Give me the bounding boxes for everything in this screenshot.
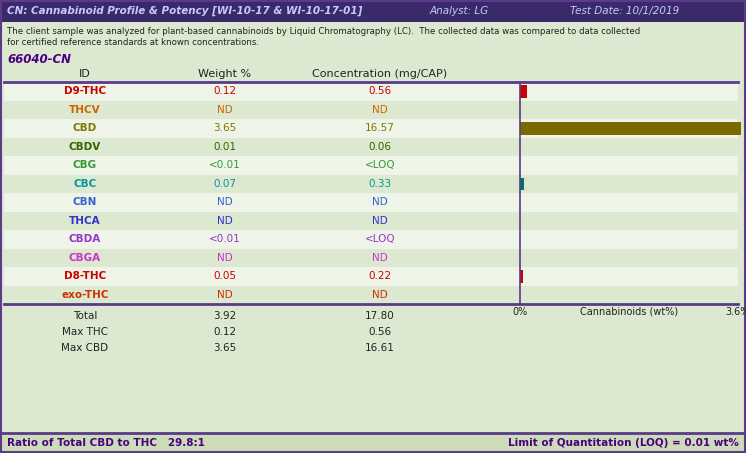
Text: ND: ND — [217, 197, 233, 207]
Text: 0.33: 0.33 — [369, 179, 392, 189]
Text: 0.07: 0.07 — [213, 179, 236, 189]
Text: CBC: CBC — [73, 179, 97, 189]
Bar — [4, 82, 738, 101]
Bar — [0, 433, 746, 453]
Text: CN: Cannabinoid Profile & Potency [WI-10-17 & WI-10-17-01]: CN: Cannabinoid Profile & Potency [WI-10… — [7, 6, 363, 16]
Text: CBN: CBN — [73, 197, 97, 207]
Text: ND: ND — [217, 253, 233, 263]
Text: <0.01: <0.01 — [209, 234, 241, 244]
Text: 66040-CN: 66040-CN — [7, 53, 71, 66]
Text: D9-THC: D9-THC — [64, 86, 106, 96]
Text: ND: ND — [372, 197, 388, 207]
Text: CBDA: CBDA — [69, 234, 101, 244]
Text: Analyst: LG: Analyst: LG — [430, 6, 489, 16]
Text: 0.06: 0.06 — [369, 142, 392, 152]
Text: ID: ID — [79, 69, 91, 79]
Bar — [4, 156, 738, 174]
Text: 0.22: 0.22 — [369, 271, 392, 281]
Text: THCA: THCA — [69, 216, 101, 226]
Text: 0.05: 0.05 — [213, 271, 236, 281]
Text: 16.61: 16.61 — [365, 343, 395, 353]
Text: <LOQ: <LOQ — [365, 234, 395, 244]
Text: 0.01: 0.01 — [213, 142, 236, 152]
Text: 16.57: 16.57 — [365, 123, 395, 133]
Text: for certified reference standards at known concentrations.: for certified reference standards at kno… — [7, 38, 259, 47]
Bar — [4, 285, 738, 304]
Text: D8-THC: D8-THC — [64, 271, 106, 281]
Text: CBD: CBD — [73, 123, 97, 133]
Text: 0.56: 0.56 — [369, 86, 392, 96]
Bar — [4, 267, 738, 285]
Text: 3.65: 3.65 — [213, 123, 236, 133]
Text: 0.56: 0.56 — [369, 327, 392, 337]
Text: Max THC: Max THC — [62, 327, 108, 337]
Text: CBG: CBG — [73, 160, 97, 170]
Text: CBDV: CBDV — [69, 142, 101, 152]
Bar — [4, 101, 738, 119]
Text: 3.6%: 3.6% — [726, 307, 746, 317]
Text: 0%: 0% — [513, 307, 527, 317]
Bar — [4, 119, 738, 138]
Text: ND: ND — [372, 216, 388, 226]
Text: Total: Total — [73, 311, 97, 321]
Text: THCV: THCV — [69, 105, 101, 115]
Bar — [520, 122, 741, 135]
Text: 3.92: 3.92 — [213, 311, 236, 321]
Text: ND: ND — [217, 105, 233, 115]
Text: Max CBD: Max CBD — [61, 343, 109, 353]
Text: <LOQ: <LOQ — [365, 160, 395, 170]
Text: 3.65: 3.65 — [213, 343, 236, 353]
Text: ND: ND — [217, 290, 233, 300]
Text: <0.01: <0.01 — [209, 160, 241, 170]
Text: exo-THC: exo-THC — [61, 290, 109, 300]
Text: Cannabinoids (wt%): Cannabinoids (wt%) — [580, 307, 678, 317]
Text: ND: ND — [372, 105, 388, 115]
Bar — [4, 138, 738, 156]
Bar — [4, 193, 738, 212]
Text: ND: ND — [217, 216, 233, 226]
Text: Limit of Quantitation (LOQ) = 0.01 wt%: Limit of Quantitation (LOQ) = 0.01 wt% — [508, 438, 739, 448]
Text: 17.80: 17.80 — [365, 311, 395, 321]
Text: Test Date: 10/1/2019: Test Date: 10/1/2019 — [570, 6, 680, 16]
Bar — [0, 0, 746, 22]
Text: Ratio of Total CBD to THC   29.8:1: Ratio of Total CBD to THC 29.8:1 — [7, 438, 205, 448]
Text: The client sample was analyzed for plant-based cannabinoids by Liquid Chromatogr: The client sample was analyzed for plant… — [7, 27, 640, 36]
Bar — [4, 230, 738, 249]
Text: Weight %: Weight % — [198, 69, 251, 79]
Bar — [520, 270, 523, 283]
Text: 0.12: 0.12 — [213, 86, 236, 96]
Text: ND: ND — [372, 253, 388, 263]
Bar — [4, 212, 738, 230]
Text: Concentration (mg/CAP): Concentration (mg/CAP) — [313, 69, 448, 79]
Text: ND: ND — [372, 290, 388, 300]
Bar — [4, 174, 738, 193]
Text: 0.12: 0.12 — [213, 327, 236, 337]
Bar — [4, 249, 738, 267]
Text: CBGA: CBGA — [69, 253, 101, 263]
Bar — [520, 178, 524, 190]
Bar — [520, 85, 527, 97]
